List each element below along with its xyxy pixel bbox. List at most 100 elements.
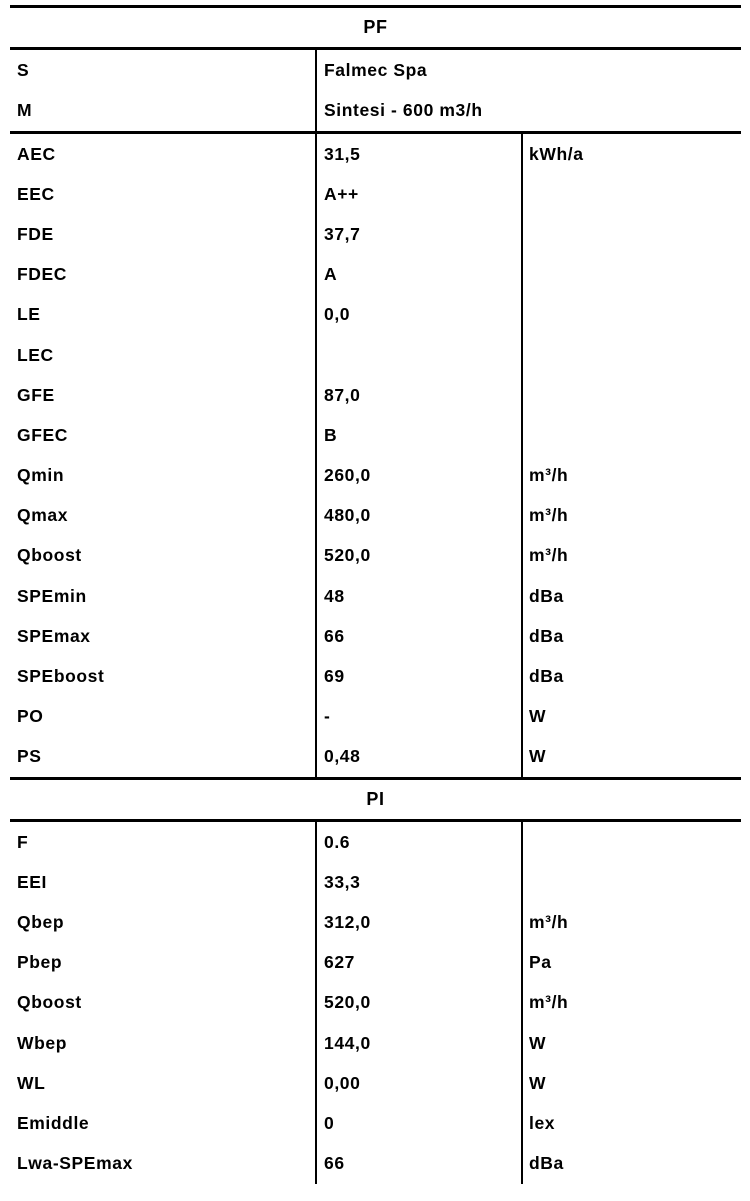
row-unit: Pa: [521, 942, 741, 983]
data-row: GFEC B: [10, 415, 741, 456]
row-label: SPEboost: [17, 666, 105, 687]
row-value: 37,7: [315, 214, 521, 255]
row-value: 0,48: [315, 736, 521, 777]
row-value: 0.6: [315, 822, 521, 863]
row-value: 31,5: [315, 134, 521, 175]
row-value: A: [315, 254, 521, 295]
row-unit: dBa: [521, 616, 741, 657]
row-value: A++: [315, 174, 521, 215]
row-value: 66: [315, 616, 521, 657]
section-body: S Falmec Spa M Sintesi - 600 m3/h AEC 31…: [10, 50, 741, 777]
row-label: M: [17, 100, 33, 121]
product-info-row: M Sintesi - 600 m3/h: [10, 90, 741, 131]
row-label: Lwa-SPEmax: [17, 1153, 133, 1174]
data-row: F 0.6: [10, 822, 741, 863]
row-label: AEC: [17, 143, 56, 164]
section-title: PF: [10, 8, 741, 50]
row-unit: [521, 254, 741, 295]
row-unit: W: [521, 736, 741, 777]
data-rows: AEC 31,5 kWh/a EEC A++ FDE 37,7 FDEC A L…: [10, 134, 741, 777]
row-label: GFE: [17, 384, 55, 405]
data-row: Wbep 144,0 W: [10, 1022, 741, 1064]
row-value: Falmec Spa: [315, 50, 741, 91]
data-row: Qboost 520,0 m³/h: [10, 535, 741, 577]
section-pi: PI F 0.6 EEI 33,3 Qbep 312,0 m³/h Pbep 6…: [10, 777, 741, 1184]
row-unit: [521, 822, 741, 863]
row-value: 69: [315, 656, 521, 697]
row-unit: W: [521, 1063, 741, 1104]
row-value: 144,0: [315, 1022, 521, 1064]
row-unit: W: [521, 696, 741, 737]
row-value: -: [315, 696, 521, 737]
row-label: GFEC: [17, 424, 69, 445]
row-value: 33,3: [315, 862, 521, 903]
row-label: FDEC: [17, 264, 68, 285]
data-row: LE 0,0: [10, 294, 741, 335]
row-unit: m³/h: [521, 982, 741, 1023]
data-row: Qbep 312,0 m³/h: [10, 902, 741, 943]
row-label: Qboost: [17, 992, 82, 1013]
row-unit: lex: [521, 1103, 741, 1144]
row-unit: [521, 214, 741, 255]
row-value: 87,0: [315, 375, 521, 416]
row-unit: kWh/a: [521, 134, 741, 175]
data-row: AEC 31,5 kWh/a: [10, 134, 741, 175]
row-unit: m³/h: [521, 902, 741, 943]
product-info-row: S Falmec Spa: [10, 50, 741, 91]
row-unit: dBa: [521, 576, 741, 617]
row-unit: [521, 174, 741, 215]
row-label: Qmin: [17, 465, 65, 486]
data-row: Qboost 520,0 m³/h: [10, 982, 741, 1023]
row-value: B: [315, 415, 521, 456]
row-label: Emiddle: [17, 1112, 90, 1133]
data-row: PS 0,48 W: [10, 736, 741, 777]
section-pf: PF S Falmec Spa M Sintesi - 600 m3/h AEC…: [10, 5, 741, 777]
product-identification-block: S Falmec Spa M Sintesi - 600 m3/h: [10, 50, 741, 134]
row-value: 0,00: [315, 1063, 521, 1104]
row-unit: m³/h: [521, 535, 741, 577]
row-unit: [521, 375, 741, 416]
row-label: SPEmin: [17, 585, 87, 606]
row-value: 0: [315, 1103, 521, 1144]
data-row: SPEmin 48 dBa: [10, 576, 741, 617]
row-unit: [521, 862, 741, 903]
row-label: Pbep: [17, 952, 63, 973]
row-label: EEI: [17, 871, 48, 892]
row-value: 312,0: [315, 902, 521, 943]
data-row: WL 0,00 W: [10, 1063, 741, 1104]
row-value: 48: [315, 576, 521, 617]
row-unit: m³/h: [521, 495, 741, 536]
row-value: 480,0: [315, 495, 521, 536]
section-title: PI: [10, 780, 741, 822]
row-label: WL: [17, 1072, 46, 1093]
data-row: SPEmax 66 dBa: [10, 616, 741, 657]
row-label: SPEmax: [17, 625, 91, 646]
row-value: 627: [315, 942, 521, 983]
row-label: PS: [17, 746, 42, 767]
row-label: PO: [17, 706, 44, 727]
row-unit: [521, 294, 741, 335]
row-label: LE: [17, 304, 41, 325]
row-unit: [521, 415, 741, 456]
row-label: EEC: [17, 183, 55, 204]
row-label: FDE: [17, 223, 54, 244]
data-row: PO - W: [10, 696, 741, 737]
data-row: Emiddle 0 lex: [10, 1103, 741, 1144]
data-row: SPEboost 69 dBa: [10, 656, 741, 697]
row-unit: dBa: [521, 1143, 741, 1184]
row-label: LEC: [17, 344, 54, 365]
row-value: 0,0: [315, 294, 521, 335]
row-label: Qmax: [17, 505, 69, 526]
row-label: Qbep: [17, 911, 65, 932]
row-value: 520,0: [315, 535, 521, 577]
data-rows: F 0.6 EEI 33,3 Qbep 312,0 m³/h Pbep 627 …: [10, 822, 741, 1184]
row-label: Wbep: [17, 1032, 68, 1053]
data-row: FDE 37,7: [10, 214, 741, 255]
row-unit: [521, 334, 741, 376]
row-unit: dBa: [521, 656, 741, 697]
row-value: 520,0: [315, 982, 521, 1023]
data-row: GFE 87,0: [10, 375, 741, 416]
data-row: LEC: [10, 334, 741, 376]
data-row: Qmin 260,0 m³/h: [10, 455, 741, 496]
